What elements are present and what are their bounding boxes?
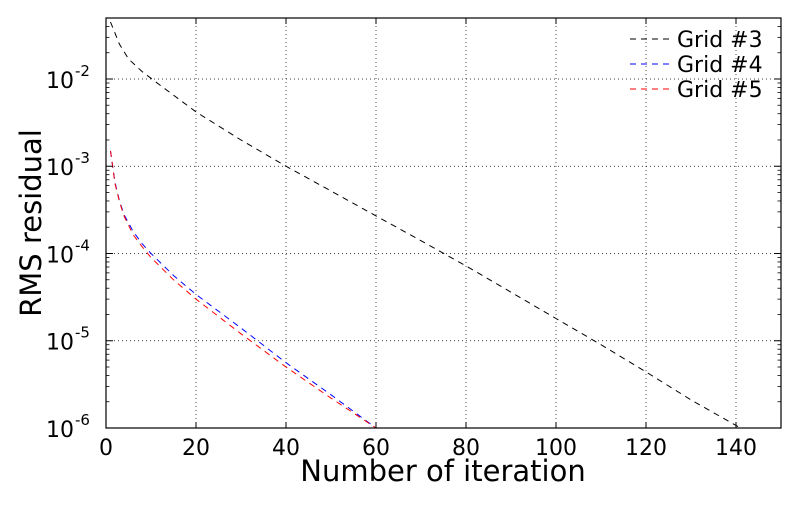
y-tick-exponent: -2 <box>75 62 90 80</box>
x-tick-label: 80 <box>452 436 480 461</box>
x-tick-label: 0 <box>99 436 113 461</box>
y-tick-label: 10 <box>46 331 74 356</box>
x-tick-label: 140 <box>715 436 757 461</box>
grid-lines <box>106 18 781 428</box>
y-axis-title: RMS residual <box>14 129 48 317</box>
y-tick-exponent: -6 <box>75 411 90 429</box>
series-line-grid-3 <box>110 21 741 429</box>
y-tick-base: 10 <box>46 156 74 181</box>
y-tick-base: 10 <box>46 331 74 356</box>
y-tick-label: 10 <box>46 156 74 181</box>
legend-label-grid-3: Grid #3 <box>677 28 763 53</box>
x-tick-label: 40 <box>272 436 300 461</box>
x-tick-label: 20 <box>182 436 210 461</box>
y-tick-label: 10 <box>46 69 74 94</box>
y-tick-base: 10 <box>46 418 74 443</box>
y-tick-exponent: -3 <box>75 149 90 167</box>
x-tick-label: 60 <box>362 436 390 461</box>
axis-ticks <box>105 18 781 429</box>
legend-label-grid-5: Grid #5 <box>677 78 763 103</box>
y-tick-label: 10 <box>46 418 74 443</box>
y-tick-exponent: -4 <box>75 236 90 254</box>
series-line-grid-5 <box>110 150 377 429</box>
y-tick-exponent: -5 <box>75 324 90 342</box>
y-tick-label: 10 <box>46 243 74 268</box>
plot-frame <box>105 17 782 429</box>
x-axis-title: Number of iteration <box>300 454 585 488</box>
x-tick-label: 100 <box>535 436 577 461</box>
legend-label-grid-4: Grid #4 <box>677 53 763 78</box>
y-tick-base: 10 <box>46 243 74 268</box>
series-line-grid-4 <box>110 150 377 429</box>
y-tick-base: 10 <box>46 69 74 94</box>
series-lines <box>110 21 741 429</box>
plot-area <box>106 18 781 428</box>
x-tick-label: 120 <box>625 436 667 461</box>
